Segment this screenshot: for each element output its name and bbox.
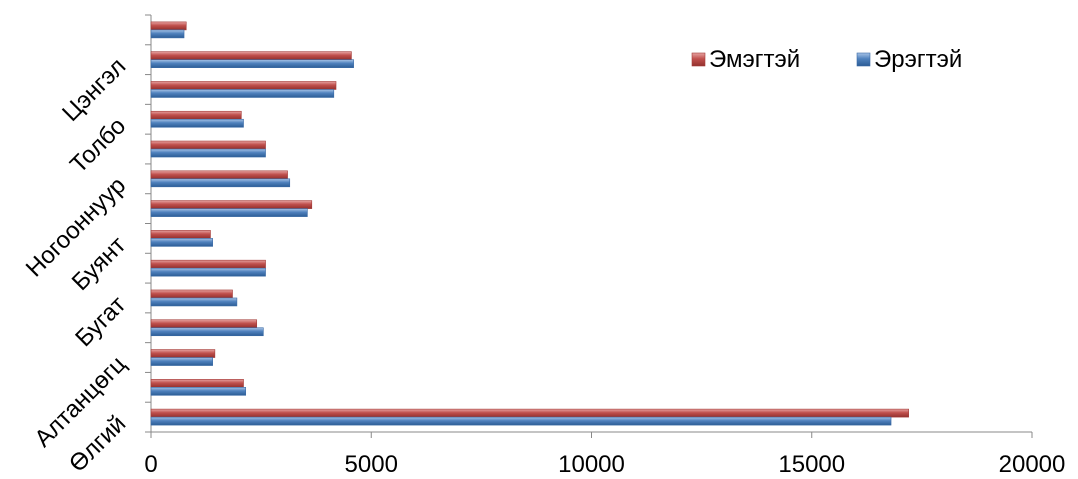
- category-labels: ӨлгийАлтанцөгцБугатБуянтНогооннуурТолбоЦ…: [21, 53, 132, 478]
- x-tick-label: 15000: [778, 451, 845, 478]
- bar-male: [150, 148, 266, 158]
- x-tick-label: 0: [144, 451, 157, 478]
- bar-male: [150, 297, 238, 307]
- bar-male: [150, 327, 264, 337]
- bar-female: [150, 51, 352, 60]
- bar-female: [150, 81, 337, 90]
- legend-label-female: Эмэгтэй: [709, 46, 800, 73]
- bar-male: [150, 178, 291, 188]
- bar-male: [150, 357, 213, 366]
- bar-male: [150, 387, 247, 396]
- bar-female: [150, 319, 258, 329]
- bar-female: [150, 110, 242, 120]
- bar-male: [150, 208, 308, 217]
- x-tick-label: 20000: [999, 451, 1066, 478]
- bar-female: [150, 379, 244, 388]
- bar-female: [150, 408, 909, 418]
- bar-male: [150, 89, 335, 98]
- bar-female: [150, 289, 233, 299]
- legend-swatch-female: [691, 52, 706, 67]
- bar-male: [150, 29, 185, 39]
- bar-male: [150, 238, 213, 247]
- bar-male: [150, 267, 266, 277]
- bars: [150, 21, 909, 426]
- x-tick-label: 10000: [558, 451, 625, 478]
- axes: [145, 14, 1032, 433]
- category-label: Цэнгэл: [57, 53, 131, 127]
- category-label: Бугат: [70, 291, 131, 352]
- bar-male: [150, 118, 244, 128]
- bar-female: [150, 140, 266, 150]
- bar-male: [150, 416, 892, 426]
- bar-female: [150, 259, 266, 269]
- legend: Эмэгтэй Эрэгтэй: [691, 46, 962, 73]
- legend-swatch-male: [856, 52, 871, 67]
- bar-female: [150, 21, 187, 31]
- x-tick-label: 5000: [345, 451, 398, 478]
- x-ticks: 0 5000 10000 15000 20000: [144, 432, 1065, 478]
- bar-male: [150, 59, 354, 68]
- bar-female: [150, 170, 288, 180]
- bar-female: [150, 230, 211, 239]
- bar-female: [150, 200, 313, 209]
- bar-female: [150, 349, 216, 358]
- legend-label-male: Эрэгтэй: [874, 46, 962, 73]
